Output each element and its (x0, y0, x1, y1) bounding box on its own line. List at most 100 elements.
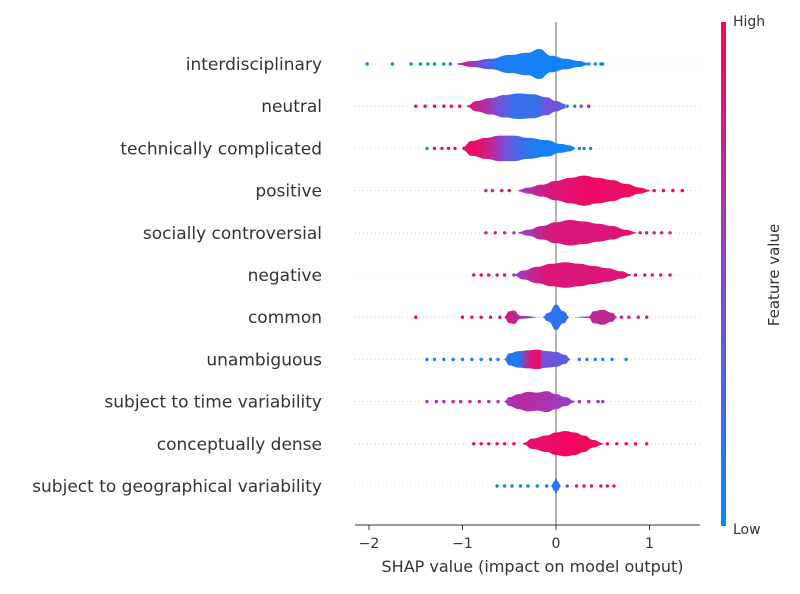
shap-point (680, 188, 684, 193)
shap-point (636, 315, 640, 319)
x-tick-label: −2 (359, 536, 380, 552)
shap-point (502, 484, 507, 488)
shap-point (659, 231, 664, 235)
shap-point (453, 146, 457, 151)
shap-point (414, 104, 418, 108)
shap-point (470, 315, 474, 319)
shap-point (460, 315, 465, 319)
shap-point (619, 315, 624, 319)
shap-point (644, 231, 649, 235)
violin-shape (523, 431, 603, 457)
feature-label: subject to geographical variability (32, 477, 322, 497)
shap-point (409, 62, 413, 66)
shap-point (518, 484, 523, 488)
violin-shape (518, 175, 650, 206)
shap-point (472, 442, 476, 446)
shap-point (446, 146, 451, 151)
shap-point (434, 399, 439, 404)
shap-point (502, 273, 507, 277)
shap-point (479, 442, 483, 446)
shap-point (502, 442, 507, 446)
shap-point (577, 357, 582, 362)
feature-labels: interdisciplinary neutral technically comp… (32, 55, 322, 497)
colorbar (721, 22, 726, 526)
shap-point (624, 442, 628, 446)
shap-point (442, 357, 446, 362)
violin-shape (504, 349, 571, 370)
shap-point (449, 104, 453, 108)
shap-point (582, 146, 586, 151)
shap-point (423, 104, 427, 108)
feature-label: technically complicated (120, 139, 322, 159)
shap-point (671, 188, 675, 193)
shap-point (526, 484, 530, 488)
shap-point (457, 104, 462, 108)
shap-point (644, 315, 649, 319)
shap-point (390, 62, 395, 66)
shap-point (601, 357, 605, 362)
shap-point (458, 399, 463, 404)
shap-point (470, 357, 474, 362)
shap-point (496, 357, 500, 362)
shap-point (512, 273, 516, 277)
feature-label: negative (248, 266, 322, 286)
violin-shape (551, 477, 561, 495)
shap-point (633, 442, 638, 446)
shap-point (512, 442, 516, 446)
shap-point (587, 104, 591, 108)
feature-label: conceptually dense (157, 435, 322, 455)
shap-point (579, 104, 583, 108)
shap-point (668, 231, 672, 235)
shap-point (507, 188, 511, 193)
x-ticks: −2 −1 0 1 (359, 525, 654, 552)
shap-point (582, 484, 586, 488)
shap-point (486, 399, 491, 404)
violin-shape (462, 135, 575, 162)
shap-point (451, 399, 455, 404)
shap-point (589, 484, 594, 488)
shap-point (425, 357, 429, 362)
violin-shape (457, 49, 589, 79)
violin-shape (504, 391, 575, 413)
shap-point (627, 315, 631, 319)
shap-point (440, 146, 444, 151)
shap-point (460, 357, 465, 362)
shap-point (652, 231, 656, 235)
x-axis-label: SHAP value (impact on model output) (382, 557, 684, 576)
shap-point (432, 62, 437, 66)
shap-point (596, 399, 600, 404)
shap-point (512, 231, 516, 235)
shap-point (587, 399, 591, 404)
colorbar-title: Feature value (765, 224, 783, 326)
shap-point (599, 484, 603, 488)
shap-point (612, 484, 616, 488)
shap-point (418, 62, 423, 66)
shap-point (488, 357, 493, 362)
shap-point (498, 315, 502, 319)
x-tick-label: 1 (645, 536, 654, 552)
shap-point (574, 484, 579, 488)
shap-point (573, 104, 577, 108)
shap-point (477, 399, 482, 404)
shap-point (365, 62, 369, 66)
shap-point (593, 62, 597, 66)
shap-point (442, 399, 446, 404)
x-tick-label: −1 (452, 536, 473, 552)
feature-label: positive (255, 182, 322, 202)
shap-point (577, 399, 582, 404)
shap-point (442, 104, 446, 108)
shap-point (451, 357, 455, 362)
shap-point (601, 399, 605, 404)
shap-point (668, 273, 672, 277)
shap-point (565, 484, 569, 488)
shap-point (495, 442, 499, 446)
shap-point (432, 357, 437, 362)
shap-point (484, 188, 488, 193)
shap-point (495, 484, 499, 488)
violin-shape (513, 262, 631, 288)
feature-label: socially controversial (143, 224, 322, 244)
shap-point (633, 273, 638, 277)
shap-point (610, 357, 614, 362)
feature-label: unambiguous (206, 350, 322, 370)
